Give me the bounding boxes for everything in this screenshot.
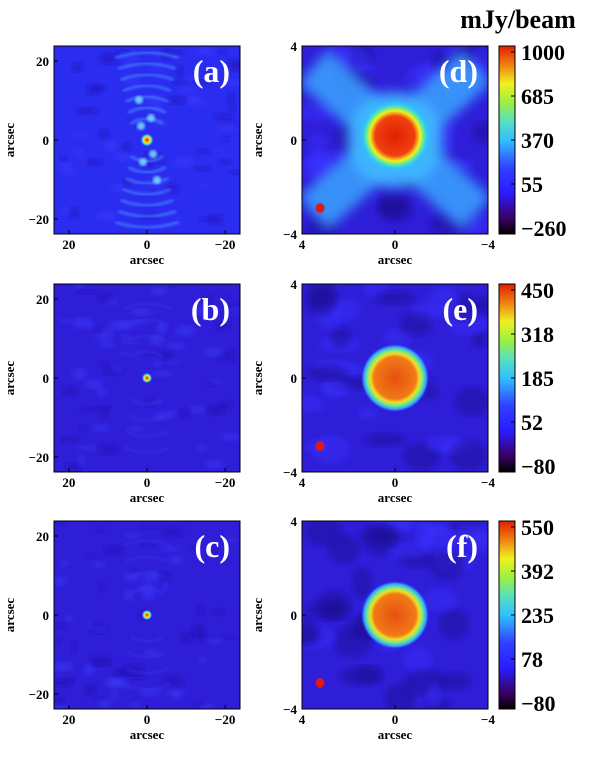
y-axis-label: arcsec [2, 361, 17, 396]
y-axis-label: arcsec [250, 361, 265, 396]
beam-marker [315, 678, 325, 688]
source-disk [359, 100, 431, 172]
colorbar-tick-label: 450 [521, 278, 554, 303]
y-tick-label: 4 [291, 277, 298, 292]
panel-a: (a) 20 0 −20 20 0 −20 arcsec arcsec [2, 45, 241, 267]
source-dot [141, 372, 153, 384]
x-tick-label: 0 [144, 237, 151, 252]
panel-label: (e) [442, 291, 478, 327]
panels-layer: (a) 20 0 −20 20 0 −20 arcsec arcsec (b) 20 0 −20 20 0 −… [2, 39, 495, 742]
source-dot [141, 609, 153, 621]
colorbar-tick-label: −80 [521, 454, 556, 479]
y-tick-label: 20 [36, 529, 49, 544]
y-tick-label: 0 [291, 371, 298, 386]
x-tick-label: 4 [299, 712, 306, 727]
colorbar-tick-label: 318 [521, 322, 554, 347]
x-axis-label: arcsec [378, 490, 413, 505]
x-axis-label: arcsec [130, 490, 165, 505]
x-axis-label: arcsec [378, 727, 413, 742]
panel-image [302, 46, 488, 234]
colorbar-1: 1000 685 370 55 −260 [498, 40, 567, 241]
x-tick-label: −4 [481, 475, 495, 490]
y-tick-label: −4 [283, 227, 297, 242]
y-tick-label: 0 [43, 371, 50, 386]
y-axis-label: arcsec [250, 598, 265, 633]
panel-image [302, 521, 488, 709]
y-tick-label: 0 [291, 133, 298, 148]
y-tick-label: −20 [29, 450, 49, 465]
x-tick-label: 0 [144, 712, 151, 727]
colorbar-tick-label: −80 [521, 691, 556, 716]
colorbar-2: 450 318 185 52 −80 [498, 278, 556, 479]
x-tick-label: 4 [299, 237, 306, 252]
x-tick-label: 0 [144, 475, 151, 490]
colorbar-tick-label: 235 [521, 603, 554, 628]
source-disk [361, 581, 429, 649]
panel-image [302, 284, 488, 472]
panel-c: (c) 20 0 −20 20 0 −20 arcsec arcsec [2, 520, 241, 742]
panel-b: (b) 20 0 −20 20 0 −20 arcsec arcsec [2, 283, 241, 505]
colorbar-tick-label: −260 [521, 216, 567, 241]
y-tick-label: 20 [36, 292, 49, 307]
x-tick-label: 0 [392, 712, 399, 727]
beam-marker [315, 203, 325, 213]
colorbar-unit-label: mJy/beam [460, 5, 576, 34]
panel-label: (d) [439, 53, 478, 89]
panel-label: (b) [191, 291, 230, 327]
y-tick-label: 0 [43, 133, 50, 148]
y-axis-label: arcsec [2, 123, 17, 158]
colorbar-tick-label: 550 [521, 515, 554, 540]
x-axis-label: arcsec [130, 727, 165, 742]
panel-label: (f) [446, 528, 478, 564]
x-tick-label: 4 [299, 475, 306, 490]
y-tick-label: 4 [291, 39, 298, 54]
colorbar-tick-label: 685 [521, 84, 554, 109]
x-tick-label: 0 [392, 475, 399, 490]
colorbars-layer: 1000 685 370 55 −260 450 318 185 52 −80 550 392 235 7… [498, 40, 567, 716]
y-tick-label: −4 [283, 702, 297, 717]
colorbar-tick-label: 370 [521, 128, 554, 153]
y-tick-label: 20 [36, 54, 49, 69]
colorbar-3: 550 392 235 78 −80 [498, 515, 556, 716]
x-tick-label: 20 [62, 712, 75, 727]
source-dot [140, 133, 154, 147]
source-disk [361, 344, 429, 412]
colorbar-tick-label: 55 [521, 172, 543, 197]
x-tick-label: 0 [392, 237, 399, 252]
beam-marker [315, 441, 325, 451]
y-tick-label: 0 [43, 608, 50, 623]
panel-image [54, 521, 240, 709]
x-tick-label: −20 [215, 237, 235, 252]
colorbar-tick-label: 185 [521, 366, 554, 391]
y-tick-label: −4 [283, 465, 297, 480]
colorbar-tick-label: 52 [521, 410, 543, 435]
y-tick-label: −20 [29, 687, 49, 702]
x-tick-label: −20 [215, 475, 235, 490]
colorbar-tick-label: 78 [521, 647, 543, 672]
x-axis-label: arcsec [130, 252, 165, 267]
colorbar-tick-label: 392 [521, 559, 554, 584]
y-axis-label: arcsec [250, 123, 265, 158]
colorbar-tick-label: 1000 [521, 40, 565, 65]
x-tick-label: −4 [481, 237, 495, 252]
x-tick-label: 20 [62, 237, 75, 252]
panel-image [54, 284, 240, 472]
y-axis-label: arcsec [2, 598, 17, 633]
panel-image [54, 46, 240, 234]
x-axis-label: arcsec [378, 252, 413, 267]
panel-label: (c) [194, 528, 230, 564]
x-tick-label: −4 [481, 712, 495, 727]
x-tick-label: −20 [215, 712, 235, 727]
x-tick-label: 20 [62, 475, 75, 490]
y-tick-label: 0 [291, 608, 298, 623]
panel-label: (a) [193, 53, 230, 89]
y-tick-label: −20 [29, 212, 49, 227]
y-tick-label: 4 [291, 514, 298, 529]
